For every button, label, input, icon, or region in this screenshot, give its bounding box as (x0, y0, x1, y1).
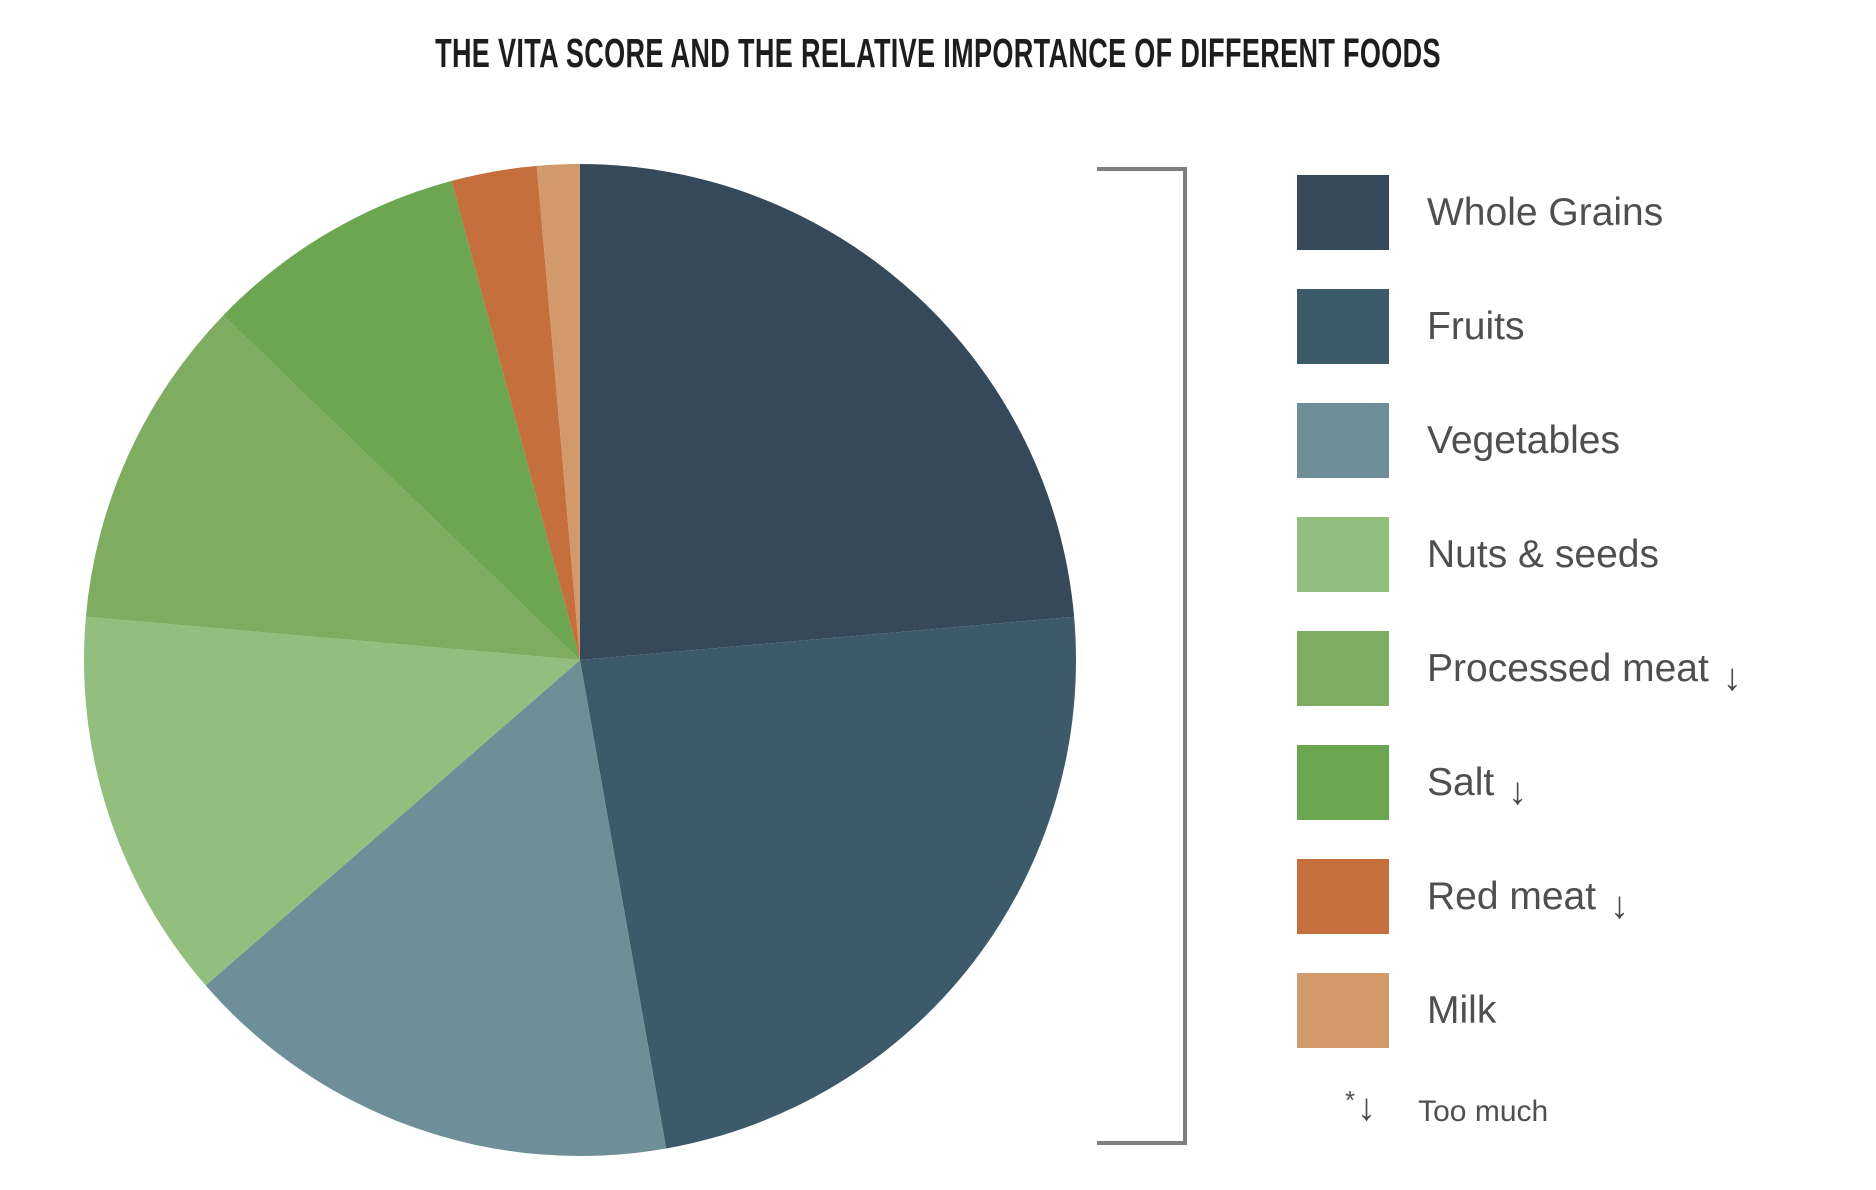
pie-slice-fruits (580, 616, 1077, 1149)
legend-items: Whole Grains Fruits Vegetables Nuts & seeds… (1297, 175, 1742, 1048)
legend-label: Processed meat ↓ (1427, 646, 1742, 699)
pie-slice-processed-meat (85, 315, 580, 660)
legend-item: Whole Grains (1297, 175, 1742, 250)
legend-label: Vegetables (1427, 418, 1621, 462)
pie-bracket (1097, 167, 1187, 1145)
pie-chart (83, 163, 1077, 1157)
legend-swatch (1297, 175, 1389, 250)
legend-label: Fruits (1427, 304, 1525, 348)
down-arrow-icon: ↓ (1508, 770, 1528, 813)
legend-label: Milk (1427, 988, 1497, 1032)
legend: Whole Grains Fruits Vegetables Nuts & seeds… (1297, 175, 1742, 1129)
legend-item: Red meat ↓ (1297, 859, 1742, 934)
legend-swatch (1297, 517, 1389, 592)
legend-swatch (1297, 289, 1389, 364)
pie-slice-vegetables (205, 660, 667, 1157)
legend-label: Nuts & seeds (1427, 532, 1659, 576)
asterisk-marker: * (1345, 1085, 1356, 1115)
legend-swatch (1297, 973, 1389, 1048)
pie-slice-red-meat (451, 165, 580, 660)
legend-item: Salt ↓ (1297, 745, 1742, 820)
too-much-footnote: * ↓ Too much (1297, 1085, 1742, 1129)
legend-item: Nuts & seeds (1297, 517, 1742, 592)
legend-label: Red meat ↓ (1427, 874, 1630, 927)
legend-swatch (1297, 745, 1389, 820)
page-title: THE VITA SCORE AND THE RELATIVE IMPORTAN… (435, 30, 1441, 76)
legend-swatch (1297, 403, 1389, 478)
legend-label: Whole Grains (1427, 190, 1664, 234)
down-arrow-icon: ↓ (1610, 884, 1630, 927)
pie-slice-whole-grains (580, 163, 1075, 660)
legend-item: Milk (1297, 973, 1742, 1048)
legend-item: Fruits (1297, 289, 1742, 364)
pie-slice-nuts-seeds (83, 616, 580, 986)
legend-swatch (1297, 631, 1389, 706)
legend-label: Salt ↓ (1427, 760, 1528, 813)
legend-swatch (1297, 859, 1389, 934)
legend-item: Processed meat ↓ (1297, 631, 1742, 706)
footnote-label: Too much (1418, 1095, 1549, 1128)
down-arrow-icon: ↓ (1722, 656, 1742, 699)
down-arrow-icon: ↓ (1357, 1087, 1377, 1129)
pie-slice-milk (536, 163, 580, 660)
legend-item: Vegetables (1297, 403, 1742, 478)
pie-slice-salt (223, 180, 581, 660)
